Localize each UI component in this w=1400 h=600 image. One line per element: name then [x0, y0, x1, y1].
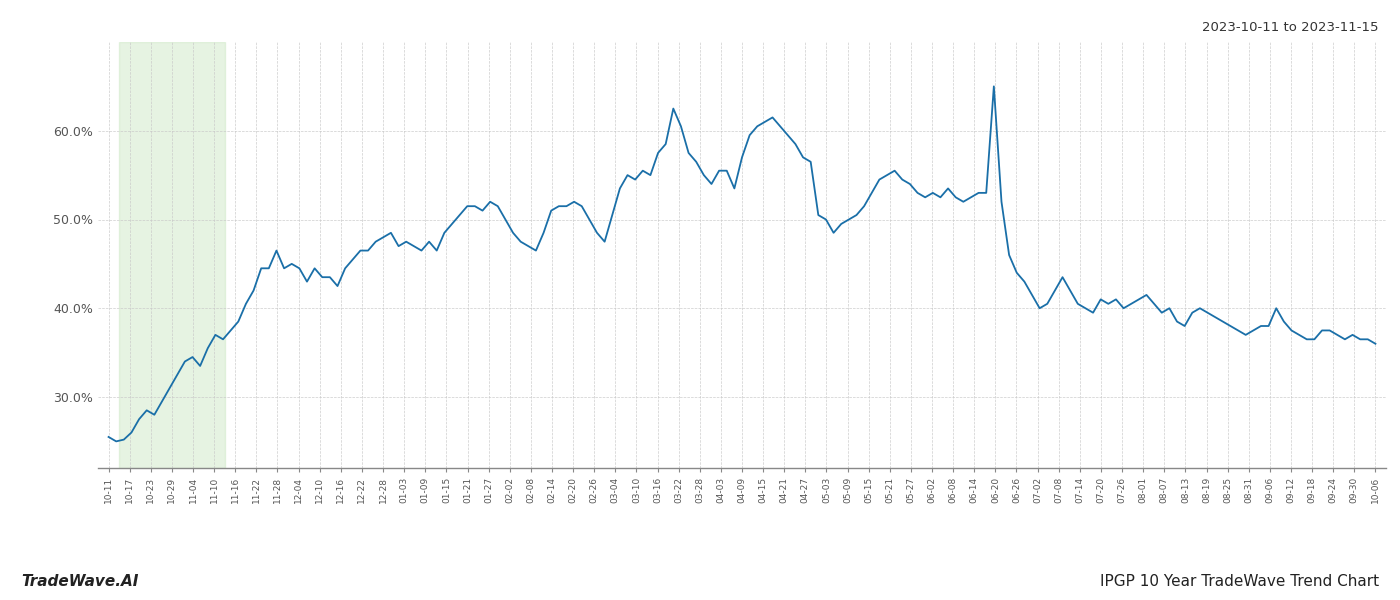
Text: TradeWave.AI: TradeWave.AI [21, 574, 139, 589]
Bar [119, 42, 224, 468]
Text: 2023-10-11 to 2023-11-15: 2023-10-11 to 2023-11-15 [1203, 21, 1379, 34]
Text: IPGP 10 Year TradeWave Trend Chart: IPGP 10 Year TradeWave Trend Chart [1100, 574, 1379, 589]
